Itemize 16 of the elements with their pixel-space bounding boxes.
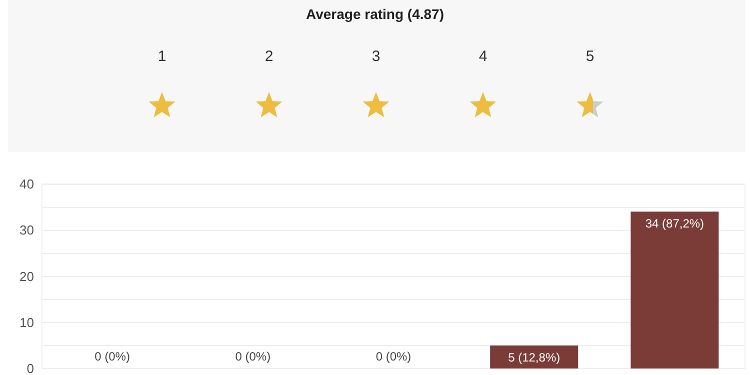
text: 5	[584, 48, 596, 65]
y-tick-label: 20	[20, 268, 34, 284]
chart-title: Average rating (4.87)	[305, 6, 445, 22]
y-tick-label: 40	[20, 176, 34, 192]
y-tick-label: 0	[26, 361, 34, 375]
data-label: 5 (12,8%)	[508, 350, 560, 364]
data-label: 0 (0%)	[94, 350, 130, 364]
text: 2	[264, 48, 274, 65]
text: 4	[478, 48, 488, 65]
data-label: 0 (0%)	[376, 350, 412, 364]
text: 1	[156, 48, 168, 65]
data-label: 34 (87,2%)	[645, 216, 704, 231]
text: 3	[370, 48, 382, 65]
y-tick-label: 10	[20, 314, 34, 330]
y-tick-label: 30	[20, 222, 34, 238]
data-label: 0 (0%)	[235, 350, 271, 364]
